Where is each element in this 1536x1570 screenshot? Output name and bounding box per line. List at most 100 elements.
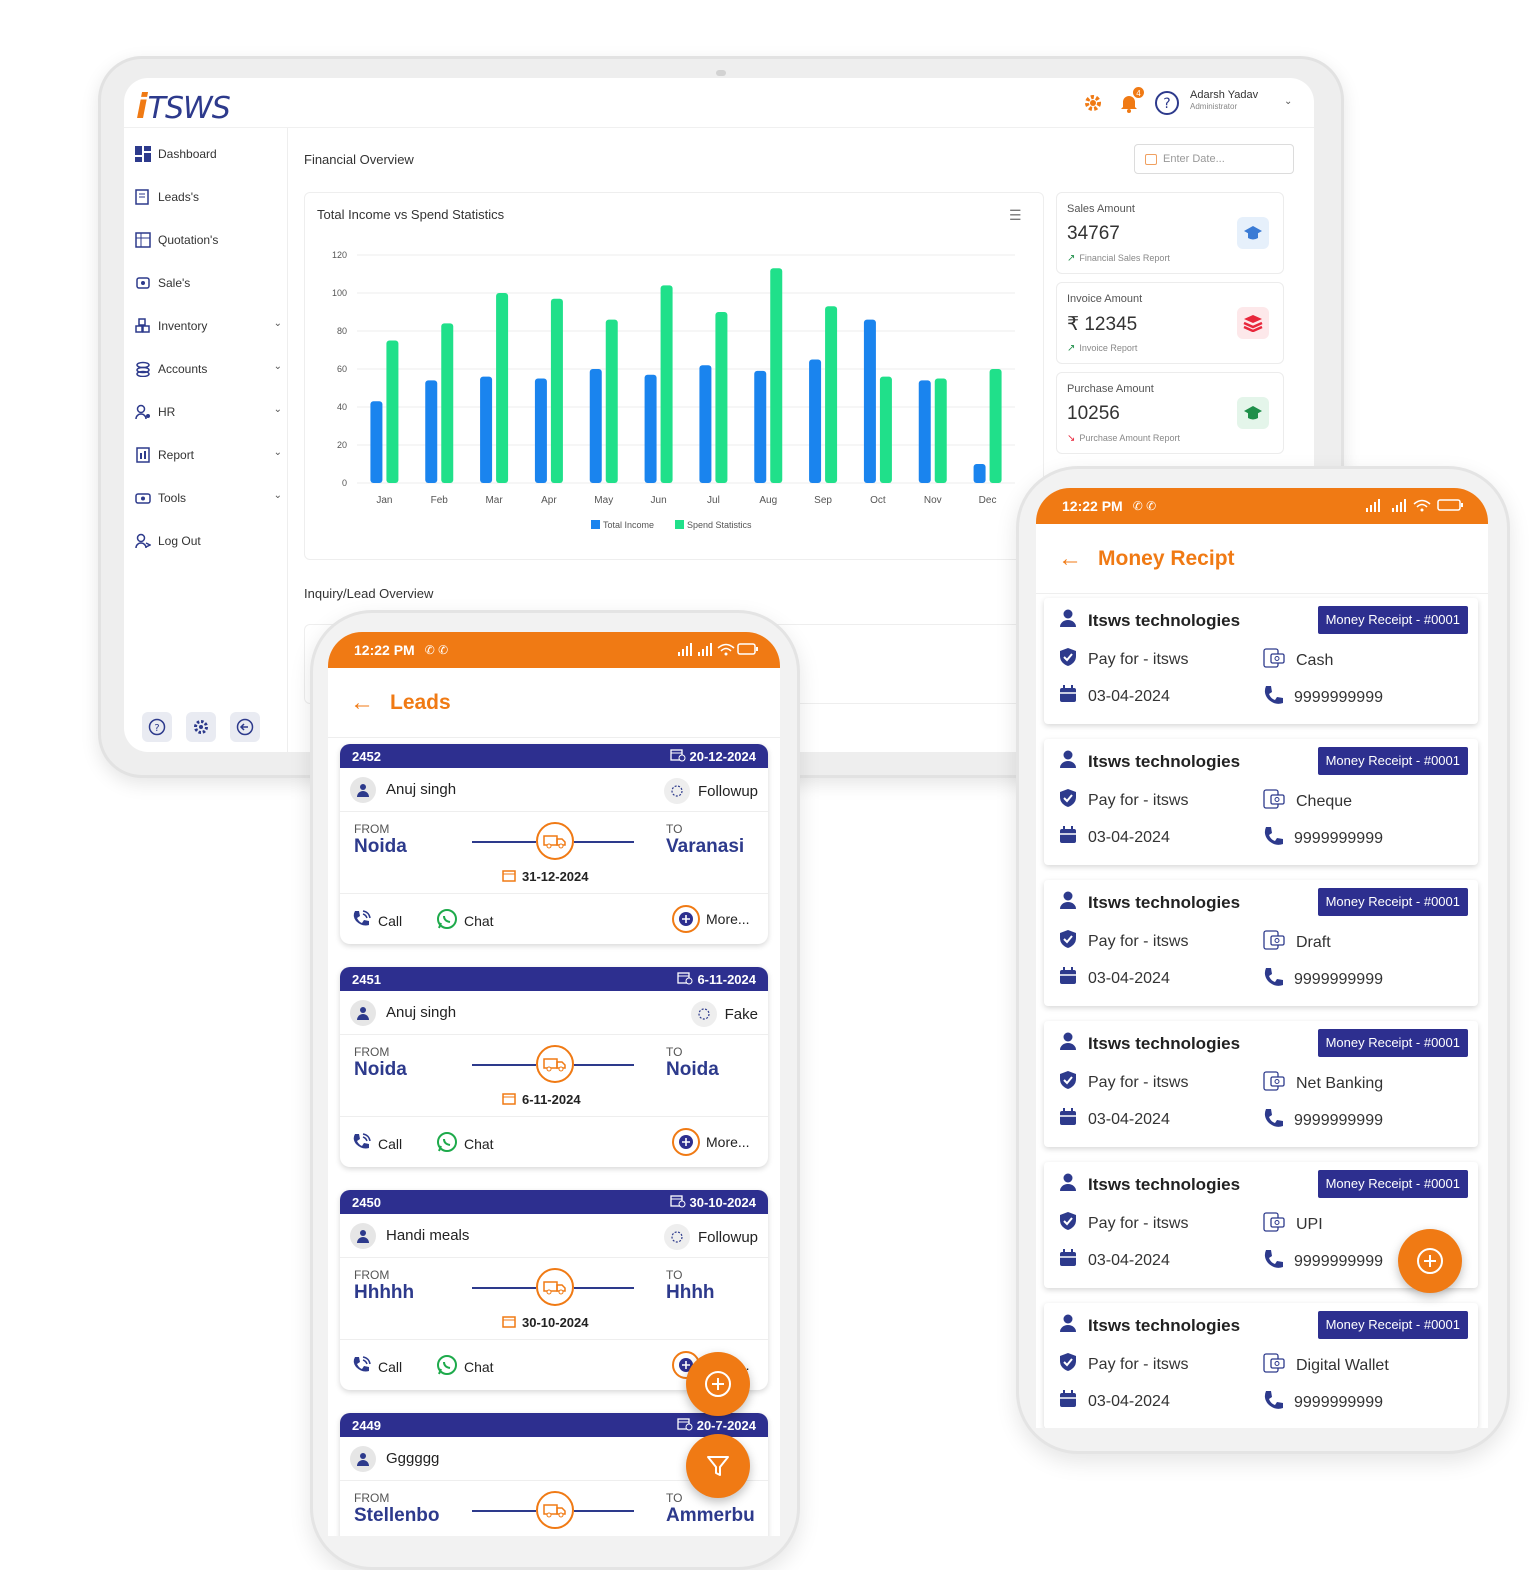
money-receipt-card[interactable]: Itsws technologies Money Receipt - #0001…	[1044, 1021, 1478, 1147]
receipt-pay-for-text: Pay for - itsws	[1088, 1214, 1189, 1232]
x-tick-label: Sep	[814, 495, 832, 506]
bar-spend	[496, 293, 509, 483]
legend-label: Spend Statistics	[687, 520, 752, 530]
lead-card[interactable]: 2451 6-11-2024 Anuj singh Fake FROM Noid…	[340, 967, 768, 1167]
kpi-label: Purchase Amount	[1067, 383, 1154, 395]
back-arrow-icon[interactable]: ←	[350, 688, 374, 716]
money-receipt-card[interactable]: Itsws technologies Money Receipt - #0001…	[1044, 739, 1478, 865]
sidebar-item-leads[interactable]: Leads's	[134, 187, 282, 207]
itsws-logo[interactable]: i TSWS	[136, 84, 231, 124]
call-button[interactable]: Call	[350, 908, 402, 933]
receipt-number-badge[interactable]: Money Receipt - #0001	[1317, 1170, 1468, 1198]
receipt-number-badge[interactable]: Money Receipt - #0001	[1317, 1311, 1468, 1339]
settings-button[interactable]	[186, 712, 216, 742]
receipt-number-badge[interactable]: Money Receipt - #0001	[1317, 888, 1468, 916]
lead-customer-row: Handi meals Followup	[340, 1214, 768, 1258]
bar-income	[863, 319, 876, 483]
receipt-customer: Itsws technologies	[1058, 1172, 1240, 1197]
lead-card[interactable]: 2449 20-7-2024 Gggggg FROM Stellenbo TO …	[340, 1413, 768, 1536]
help-button[interactable]: ?	[142, 712, 172, 742]
money-receipt-card[interactable]: Itsws technologies Money Receipt - #0001…	[1044, 598, 1478, 724]
receipt-phone: 9999999999	[1262, 1107, 1383, 1134]
whatsapp-icon	[436, 908, 458, 933]
kpi-invoice-card[interactable]: Invoice Amount ₹ 12345 ↗ Invoice Report	[1056, 282, 1284, 364]
collapse-button[interactable]	[230, 712, 260, 742]
kpi-label: Sales Amount	[1067, 203, 1135, 215]
sidebar-item-quotations[interactable]: Quotation's	[134, 230, 282, 250]
kpi-sales-card[interactable]: Sales Amount 34767 ↗ Financial Sales Repo…	[1056, 192, 1284, 274]
money-receipt-card[interactable]: Itsws technologies Money Receipt - #0001…	[1044, 1162, 1478, 1288]
svg-text:?: ?	[154, 723, 159, 734]
notification-count-badge: 4	[1132, 86, 1145, 99]
x-tick-label: Aug	[759, 495, 777, 506]
add-receipt-button[interactable]	[1398, 1229, 1462, 1293]
help-circle-icon[interactable]: ?	[1154, 90, 1180, 116]
leads-note-icon	[134, 188, 152, 206]
chart-menu-icon[interactable]: ☰	[1009, 207, 1022, 223]
back-circle-icon	[236, 718, 254, 736]
receipt-app-bar: ← Money Recipt	[1036, 524, 1488, 594]
lead-route: FROM Noida TO Varanasi 31-12-2024	[340, 812, 768, 894]
bar-spend	[989, 369, 1002, 483]
receipt-pay-for: Pay for - itsws	[1058, 929, 1188, 954]
receipt-date: 03-04-2024	[1058, 1107, 1170, 1132]
route-line	[574, 841, 634, 843]
receipt-number-badge[interactable]: Money Receipt - #0001	[1317, 1029, 1468, 1057]
add-lead-button[interactable]	[686, 1352, 750, 1416]
signal-wifi-battery-icon	[678, 642, 758, 656]
money-receipt-card[interactable]: Itsws technologies Money Receipt - #0001…	[1044, 1303, 1478, 1428]
receipt-number-badge[interactable]: Money Receipt - #0001	[1317, 606, 1468, 634]
receipt-number-badge[interactable]: Money Receipt - #0001	[1317, 747, 1468, 775]
sidebar-item-report[interactable]: Report ⌄	[134, 445, 282, 465]
chat-button[interactable]: Chat	[436, 1354, 494, 1379]
bar-spend	[660, 285, 673, 483]
money-receipt-card[interactable]: Itsws technologies Money Receipt - #0001…	[1044, 880, 1478, 1006]
leads-screen: 12:22 PM ✆ ✆ ← Leads 2452 20-12-2024 Anu…	[328, 632, 780, 1536]
call-button[interactable]: Call	[350, 1354, 402, 1379]
receipt-payment-mode: Cheque	[1262, 788, 1352, 815]
bar-income	[534, 378, 547, 483]
call-button[interactable]: Call	[350, 1131, 402, 1156]
sidebar-item-hr[interactable]: HR ⌄	[134, 402, 282, 422]
settings-gear-icon[interactable]	[1080, 90, 1106, 116]
calendar-icon	[1058, 1389, 1078, 1414]
from-city: Hhhhh	[354, 1282, 415, 1303]
user-menu[interactable]: Adarsh Yadav Administrator	[1190, 90, 1258, 111]
bar-income	[754, 370, 767, 483]
filter-leads-button[interactable]	[686, 1434, 750, 1498]
calendar-icon	[502, 868, 516, 885]
receipt-date: 03-04-2024	[1058, 825, 1170, 850]
chat-button[interactable]: Chat	[436, 1131, 494, 1156]
chat-button[interactable]: Chat	[436, 908, 494, 933]
notification-bell-icon[interactable]: 4	[1116, 86, 1145, 116]
user-menu-chevron-icon[interactable]: ⌄	[1284, 96, 1293, 107]
x-tick-label: Apr	[541, 495, 557, 506]
kpi-purchase-card[interactable]: Purchase Amount 10256 ↘ Purchase Amount R…	[1056, 372, 1284, 454]
payment-mode-icon	[1262, 1211, 1286, 1238]
sidebar-item-tools[interactable]: Tools ⌄	[134, 488, 282, 508]
receipt-phone: 9999999999	[1262, 1389, 1383, 1416]
receipt-payment-mode: Net Banking	[1262, 1070, 1383, 1097]
lead-card[interactable]: 2452 20-12-2024 Anuj singh Followup FROM…	[340, 744, 768, 944]
bar-income	[699, 365, 712, 483]
travel-date: 6-11-2024	[502, 1091, 581, 1108]
date-input[interactable]: Enter Date...	[1134, 144, 1294, 174]
sidebar-item-accounts[interactable]: Accounts ⌄	[134, 359, 282, 379]
sidebar-item-inventory[interactable]: Inventory ⌄	[134, 316, 282, 336]
lead-card[interactable]: 2450 30-10-2024 Handi meals Followup FRO…	[340, 1190, 768, 1390]
phone-call-icon	[350, 908, 372, 933]
receipt-payment-mode-text: Cash	[1296, 651, 1334, 669]
more-button[interactable]: More...	[672, 1128, 750, 1156]
lead-actions: Call Chat More...	[340, 1117, 768, 1167]
sidebar-item-logout[interactable]: Log Out	[134, 531, 282, 551]
status-time: 12:22 PM	[1062, 498, 1123, 514]
sidebar-item-dashboard[interactable]: Dashboard	[134, 144, 282, 164]
receipt-pay-for-text: Pay for - itsws	[1088, 932, 1189, 950]
more-button[interactable]: More...	[672, 905, 750, 933]
back-arrow-icon[interactable]: ←	[1058, 544, 1082, 572]
chat-label: Chat	[464, 912, 494, 929]
calendar-icon	[502, 1314, 516, 1331]
sidebar-item-sales[interactable]: Sale's	[134, 273, 282, 293]
lead-id: 2451	[352, 971, 381, 987]
lead-customer-row: Anuj singh Followup	[340, 768, 768, 812]
